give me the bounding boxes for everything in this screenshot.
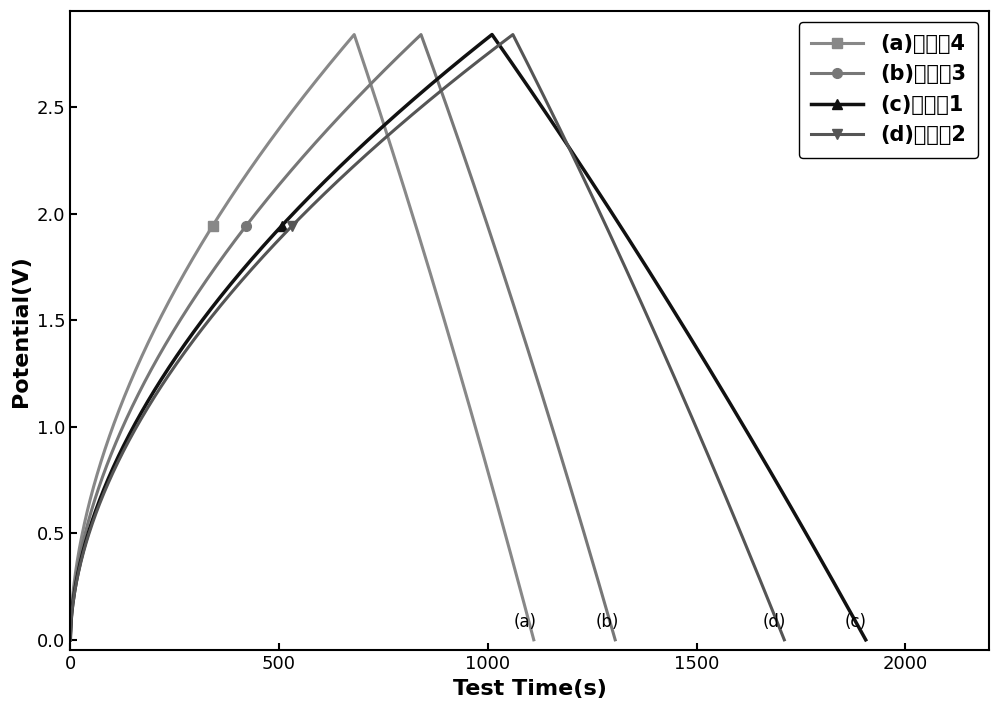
(c)实施例1	[696, 352, 708, 361]
(c)实施例1	[406, 97, 418, 105]
(d)实施例2	[64, 635, 76, 644]
Legend: (a)实施例4, (b)实施例3, (c)实施例1, (d)实施例2: (a)实施例4, (b)实施例3, (c)实施例1, (d)实施例2	[799, 21, 978, 158]
Line: (c)实施例1: (c)实施例1	[65, 30, 871, 645]
Line: (d)实施例2: (d)实施例2	[65, 30, 789, 645]
(a)实施例4	[528, 635, 540, 644]
Y-axis label: Potential(V): Potential(V)	[11, 255, 31, 407]
(a)实施例4	[122, 383, 134, 391]
(c)实施例1	[486, 31, 498, 39]
(b)实施例3	[64, 635, 76, 644]
Text: (c): (c)	[844, 613, 866, 631]
Text: (a): (a)	[514, 613, 537, 631]
(b)实施例3	[374, 71, 386, 80]
(d)实施例2	[507, 31, 519, 39]
(d)实施例2	[423, 97, 435, 105]
(b)实施例3	[488, 240, 500, 248]
(a)实施例4	[64, 635, 76, 644]
(a)实施例4	[315, 71, 327, 80]
(b)实施例3	[531, 374, 543, 383]
(a)实施例4	[449, 352, 461, 361]
(c)实施例1	[436, 71, 448, 80]
(b)实施例3	[348, 97, 360, 105]
Line: (b)实施例3: (b)实施例3	[65, 30, 620, 645]
(d)实施例2	[155, 383, 167, 391]
(c)实施例1	[150, 383, 162, 391]
Text: (d): (d)	[762, 613, 786, 631]
(a)实施例4	[348, 31, 360, 39]
Line: (a)实施例4: (a)实施例4	[65, 30, 539, 645]
(b)实施例3	[609, 635, 621, 644]
(c)实施例1	[626, 240, 638, 248]
(d)实施例2	[669, 374, 681, 383]
Text: (b): (b)	[595, 613, 619, 631]
(a)实施例4	[455, 374, 467, 383]
X-axis label: Test Time(s): Test Time(s)	[453, 679, 607, 699]
(c)实施例1	[64, 635, 76, 644]
(d)实施例2	[609, 240, 621, 248]
(a)实施例4	[294, 97, 306, 105]
(d)实施例2	[778, 635, 790, 644]
(c)实施例1	[709, 374, 721, 383]
(d)实施例2	[455, 71, 467, 80]
(a)实施例4	[415, 240, 427, 248]
(c)实施例1	[860, 635, 872, 644]
(b)实施例3	[136, 383, 148, 391]
(d)实施例2	[659, 352, 671, 361]
(b)实施例3	[415, 31, 427, 39]
(b)实施例3	[524, 352, 536, 361]
